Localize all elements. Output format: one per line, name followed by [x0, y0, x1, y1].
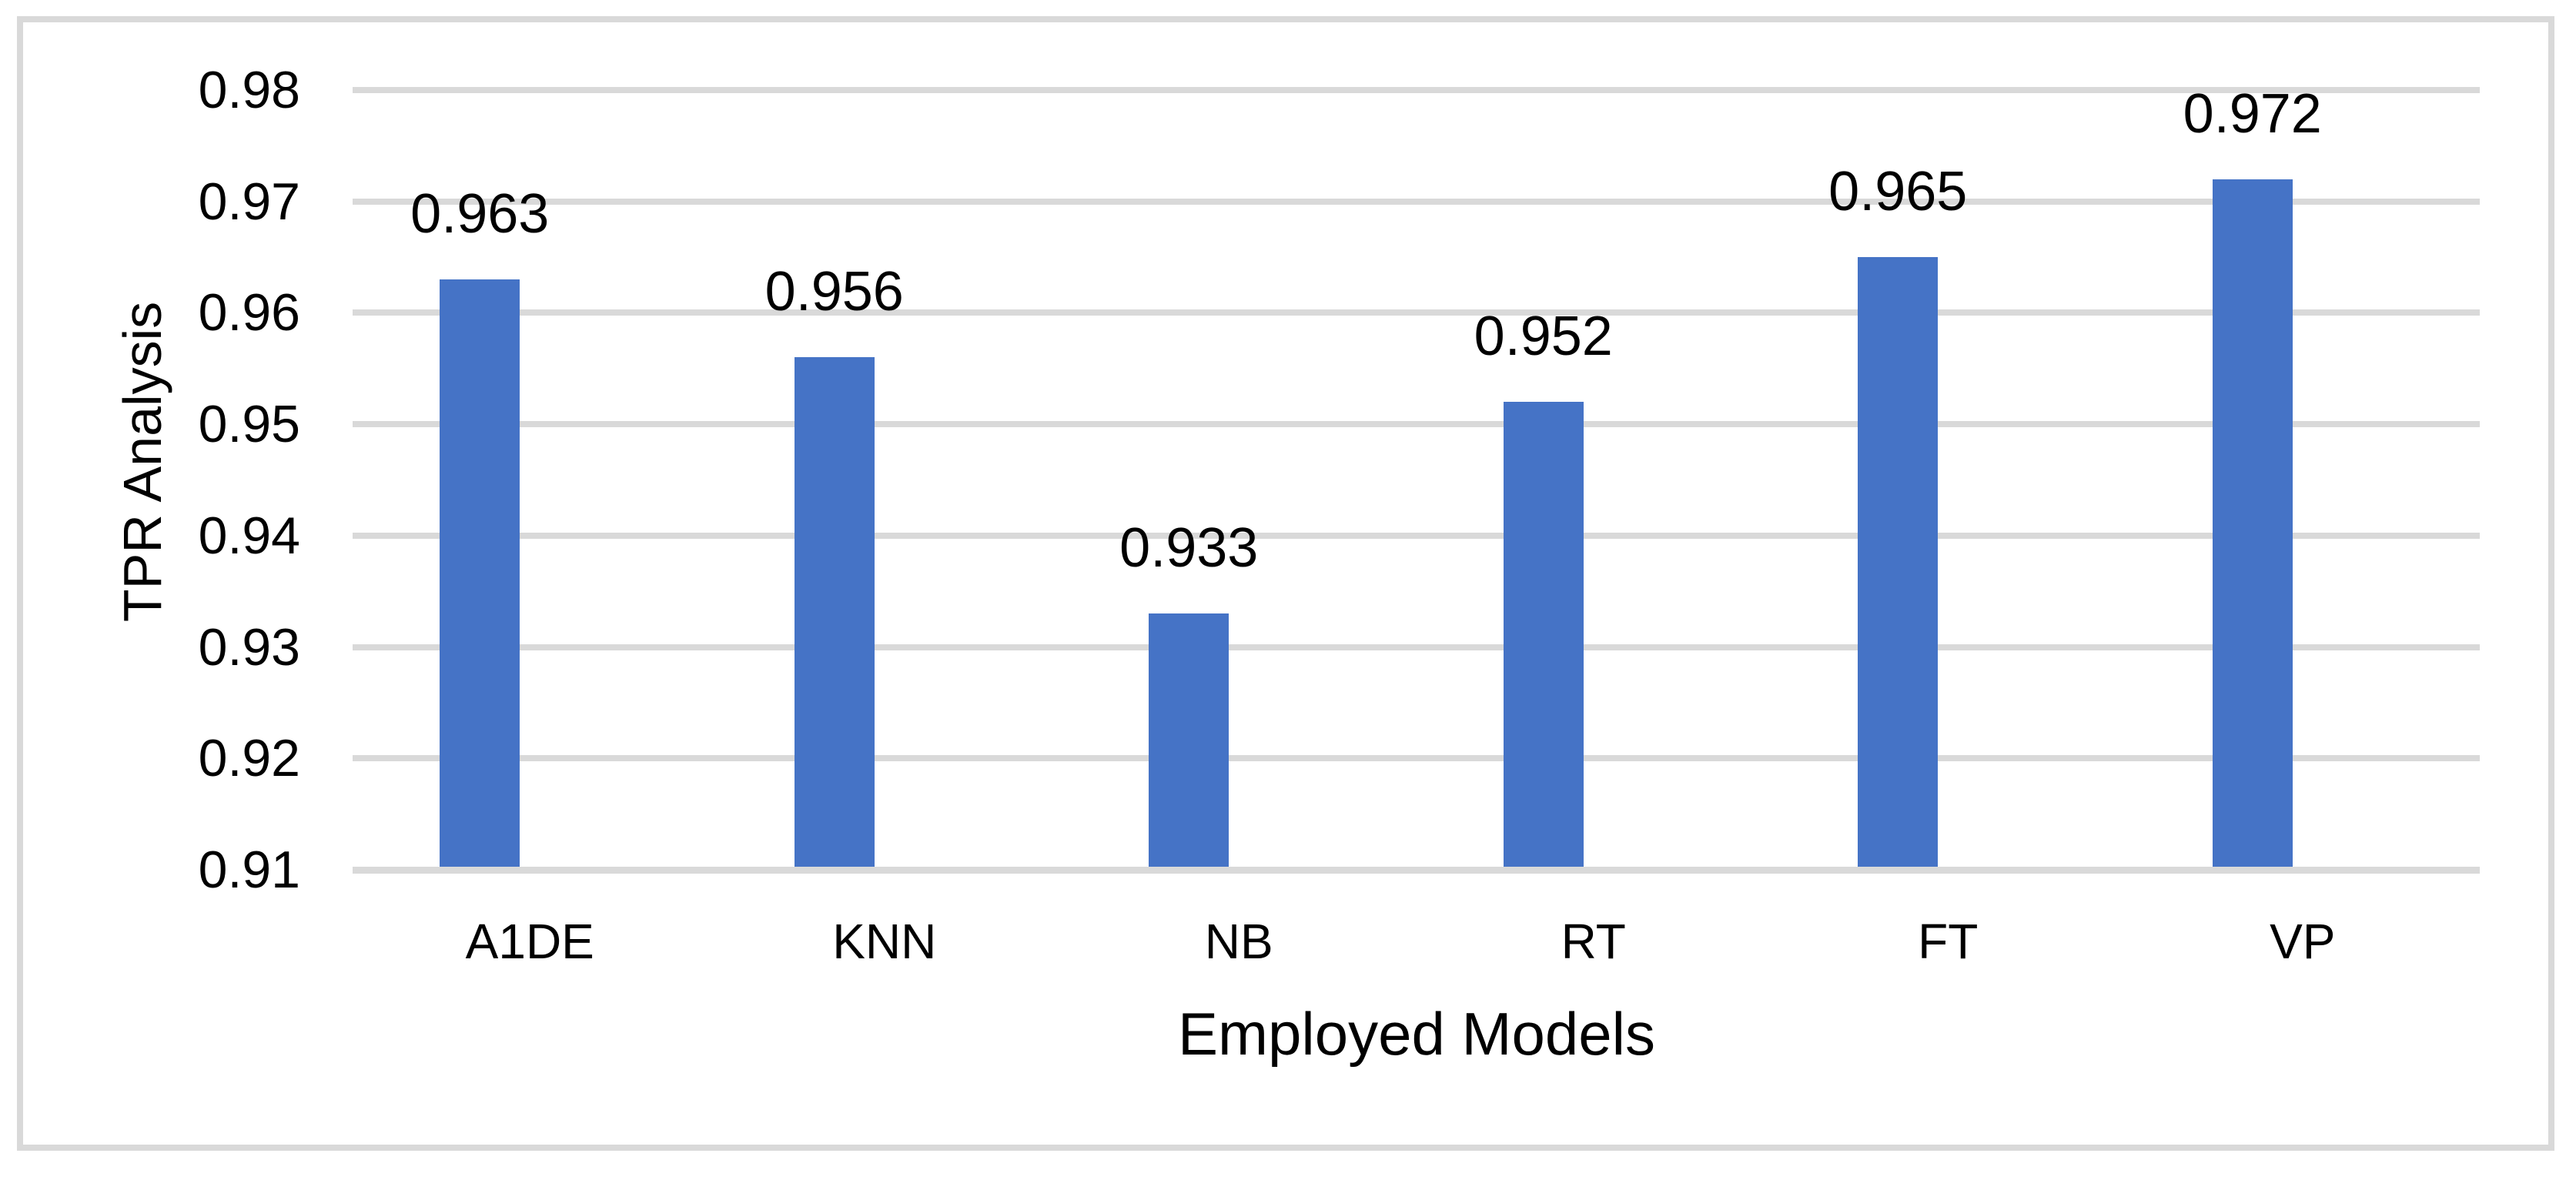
- x-category-label: RT: [1561, 914, 1626, 969]
- gridline: [353, 532, 2480, 539]
- gridline: [353, 198, 2480, 205]
- bar-ft: [1858, 257, 1939, 867]
- bar-rt: [1503, 402, 1584, 867]
- gridline: [353, 755, 2480, 762]
- data-label: 0.952: [1474, 306, 1613, 368]
- x-category-label: FT: [1918, 914, 1979, 969]
- bar-nb: [1149, 613, 1229, 867]
- y-tick-label: 0.95: [198, 395, 300, 454]
- y-tick-label: 0.98: [198, 61, 300, 119]
- data-label: 0.956: [764, 261, 904, 323]
- x-category-label: VP: [2270, 914, 2336, 969]
- data-label: 0.972: [2183, 82, 2322, 145]
- x-category-label: A1DE: [465, 914, 594, 969]
- y-tick-label: 0.91: [198, 841, 300, 899]
- gridline: [353, 421, 2480, 428]
- y-axis-title: TPR Analysis: [112, 301, 172, 623]
- bar-knn: [794, 357, 875, 867]
- bar-vp: [2212, 179, 2293, 867]
- bar-a1de: [440, 279, 520, 867]
- data-label: 0.965: [1828, 161, 1968, 223]
- x-axis-title: Employed Models: [1178, 1000, 1655, 1068]
- data-label: 0.933: [1119, 517, 1259, 580]
- x-category-label: KNN: [832, 914, 937, 969]
- y-tick-label: 0.93: [198, 617, 300, 677]
- x-axis-line: [353, 867, 2480, 874]
- gridline: [353, 309, 2480, 316]
- y-tick-label: 0.92: [198, 729, 300, 788]
- y-tick-label: 0.96: [198, 283, 300, 343]
- x-category-label: NB: [1204, 914, 1273, 969]
- y-tick-label: 0.97: [198, 172, 300, 231]
- data-label: 0.963: [410, 183, 550, 245]
- gridline: [353, 87, 2480, 93]
- y-tick-label: 0.94: [198, 506, 300, 565]
- gridline: [353, 643, 2480, 650]
